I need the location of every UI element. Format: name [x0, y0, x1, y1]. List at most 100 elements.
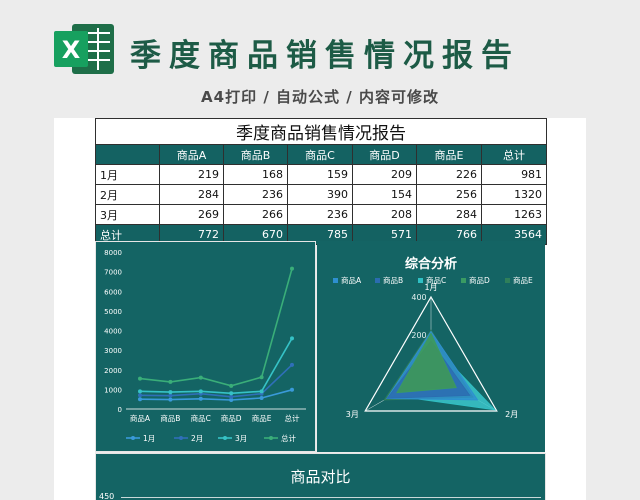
line-ytick-label: 0: [118, 406, 122, 414]
line-point[interactable]: [198, 396, 203, 401]
row-label[interactable]: 3月: [95, 204, 160, 225]
radar-grid: [364, 295, 498, 412]
legend-label: 总计: [281, 433, 296, 443]
header-cell[interactable]: 商品A: [159, 144, 224, 165]
header-cell[interactable]: 商品B: [223, 144, 288, 165]
total-cell[interactable]: 3564: [480, 224, 548, 245]
table-row: 3月 269 266 236 208 284 1263: [95, 204, 548, 225]
line-point[interactable]: [168, 379, 173, 384]
line-point[interactable]: [138, 393, 142, 398]
table-cell[interactable]: 266: [223, 204, 288, 225]
radar-tick-label: 400: [411, 293, 426, 302]
line-ytick-label: 6000: [104, 288, 122, 296]
line-point[interactable]: [229, 397, 234, 402]
line-series-1[interactable]: [139, 389, 293, 401]
line-series-3[interactable]: [139, 337, 293, 395]
table-cell[interactable]: 208: [352, 204, 417, 225]
table-cell[interactable]: 209: [352, 164, 417, 185]
radar-legend-label: 商品A: [341, 275, 362, 285]
line-point[interactable]: [259, 389, 264, 394]
line-point[interactable]: [198, 375, 203, 380]
table-cell[interactable]: 284: [159, 184, 224, 205]
total-cell[interactable]: 766: [416, 224, 482, 245]
table-cell[interactable]: 390: [287, 184, 353, 205]
radar-legend-label: 商品E: [513, 275, 533, 285]
total-cell[interactable]: 571: [352, 224, 417, 245]
line-series-4[interactable]: [139, 268, 293, 387]
line-point[interactable]: [229, 391, 234, 396]
line-ytick-label: 1000: [104, 386, 122, 394]
total-cell[interactable]: 785: [287, 224, 353, 245]
header-cell[interactable]: [95, 144, 160, 165]
table-cell[interactable]: 219: [159, 164, 224, 185]
radar-chart-panel[interactable]: 综合分析 商品A商品B商品C商品D商品E02004001月2月3月: [317, 241, 545, 452]
banner: X 季度商品销售情况报告 A4打印 / 自动公式 / 内容可修改: [0, 0, 640, 118]
line-point[interactable]: [168, 393, 173, 398]
table-cell[interactable]: 159: [287, 164, 353, 185]
header-cell[interactable]: 商品C: [287, 144, 353, 165]
line-chart-panel[interactable]: 0 1000 2000 3000 4000 5000 6000 7000 8000 商品A 商品B 商…: [95, 241, 316, 452]
radar-legend-swatch: [461, 278, 466, 283]
bar-chart-panel[interactable]: 商品对比 450: [95, 453, 546, 500]
table-cell[interactable]: 1320: [480, 184, 548, 205]
excel-icon: X: [54, 24, 114, 74]
line-point[interactable]: [168, 397, 173, 402]
header-cell[interactable]: 总计: [480, 144, 548, 165]
table-cell[interactable]: 269: [159, 204, 224, 225]
line-point[interactable]: [229, 394, 234, 399]
table-cell[interactable]: 256: [416, 184, 482, 205]
radar-chart-title: 综合分析: [404, 257, 457, 272]
line-xtick-label: 总计: [285, 413, 300, 423]
line-ytick-label: 3000: [104, 347, 122, 355]
line-point[interactable]: [138, 389, 142, 394]
line-point[interactable]: [168, 390, 173, 395]
bar-chart-gridline: [121, 497, 541, 498]
line-point[interactable]: [198, 389, 203, 394]
table-cell[interactable]: 981: [480, 164, 548, 185]
line-point[interactable]: [229, 383, 234, 388]
legend-label: 3月: [235, 434, 247, 443]
table-cell[interactable]: 236: [287, 204, 353, 225]
table-cell[interactable]: 154: [352, 184, 417, 205]
bar-chart-title: 商品对比: [290, 468, 351, 486]
bar-chart-ytick: 450: [99, 492, 115, 500]
line-xtick-label: 商品E: [252, 413, 272, 423]
line-ytick-label: 5000: [104, 308, 122, 316]
table-cell[interactable]: 236: [223, 184, 288, 205]
sheet-margin-left: [54, 118, 95, 500]
radar-axis-label: 3月: [346, 410, 359, 419]
line-point[interactable]: [290, 266, 294, 271]
line-series-2[interactable]: [139, 364, 293, 398]
header-cell[interactable]: 商品E: [416, 144, 482, 165]
row-label[interactable]: 1月: [95, 164, 160, 185]
legend-swatch-dot: [131, 436, 135, 440]
radar-tick-label: 200: [411, 331, 426, 340]
radar-series-4[interactable]: [396, 332, 457, 394]
line-point[interactable]: [290, 336, 294, 341]
legend-label: 2月: [191, 434, 203, 443]
table-cell[interactable]: 226: [416, 164, 482, 185]
line-chart: 0 1000 2000 3000 4000 5000 6000 7000 8000 商品A 商品B 商…: [104, 249, 306, 443]
header-cell[interactable]: 商品D: [352, 144, 417, 165]
line-point[interactable]: [138, 376, 142, 381]
table-cell[interactable]: 1263: [480, 204, 548, 225]
table-cell[interactable]: 284: [416, 204, 482, 225]
radar-chart: 商品A商品B商品C商品D商品E02004001月2月3月: [333, 275, 533, 419]
total-cell[interactable]: 670: [223, 224, 288, 245]
banner-subtitle: A4打印 / 自动公式 / 内容可修改: [201, 88, 439, 106]
row-label[interactable]: 2月: [95, 184, 160, 205]
legend-swatch-dot: [223, 436, 227, 440]
line-point[interactable]: [290, 362, 294, 367]
total-cell[interactable]: 772: [159, 224, 224, 245]
radar-legend-swatch: [505, 278, 510, 283]
total-label[interactable]: 总计: [95, 224, 160, 245]
sales-table: 季度商品销售情况报告 商品A 商品B 商品C 商品D 商品E 总计 1月 219…: [94, 118, 548, 245]
line-point[interactable]: [259, 375, 264, 380]
table-cell[interactable]: 168: [223, 164, 288, 185]
line-point[interactable]: [138, 397, 142, 402]
excel-logo-letter: X: [62, 36, 81, 64]
banner-title: 季度商品销售情况报告: [130, 38, 520, 74]
line-point[interactable]: [259, 396, 264, 401]
line-point[interactable]: [290, 387, 294, 392]
table-title: 季度商品销售情况报告: [94, 118, 548, 145]
